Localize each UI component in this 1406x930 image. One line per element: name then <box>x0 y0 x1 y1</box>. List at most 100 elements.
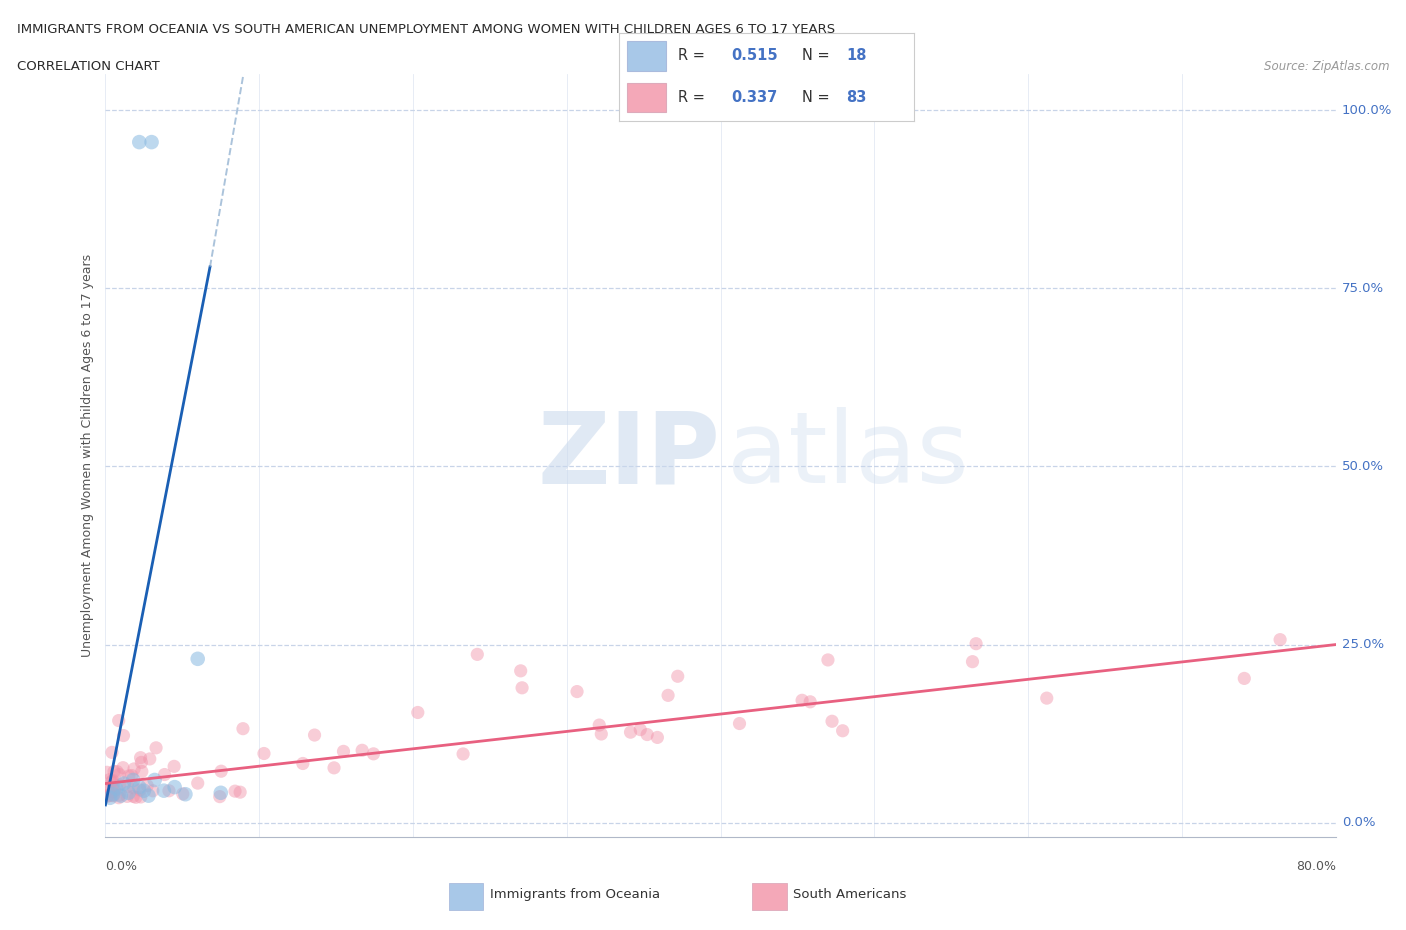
Point <box>209 764 232 778</box>
Point <box>98 790 121 805</box>
Y-axis label: Unemployment Among Women with Children Ages 6 to 17 years: Unemployment Among Women with Children A… <box>82 254 94 658</box>
Text: CORRELATION CHART: CORRELATION CHART <box>17 60 160 73</box>
Point <box>103 777 125 791</box>
Point <box>117 785 139 800</box>
Point <box>98 772 121 787</box>
Point <box>112 728 135 743</box>
Point <box>172 787 194 802</box>
Text: 75.0%: 75.0% <box>1341 282 1384 295</box>
Point <box>232 722 254 737</box>
Point <box>129 751 152 765</box>
Point <box>588 718 610 733</box>
Text: ZIP: ZIP <box>537 407 721 504</box>
Point <box>509 663 531 678</box>
Text: N =: N = <box>801 90 834 105</box>
Point <box>647 730 669 745</box>
Point <box>565 684 588 699</box>
Point <box>821 714 844 729</box>
Point <box>96 764 118 779</box>
Point <box>591 726 613 741</box>
Point <box>128 135 150 150</box>
Point <box>97 789 120 804</box>
Point <box>110 789 132 804</box>
Point <box>108 777 131 792</box>
Point <box>332 744 354 759</box>
Point <box>101 745 124 760</box>
Point <box>136 778 159 793</box>
Point <box>187 776 209 790</box>
Point <box>1233 671 1256 685</box>
Text: N =: N = <box>801 48 834 63</box>
Point <box>122 780 145 795</box>
Point <box>97 783 120 798</box>
Point <box>291 756 314 771</box>
Point <box>103 764 125 779</box>
Point <box>510 681 533 696</box>
Point <box>96 788 118 803</box>
Point <box>105 781 128 796</box>
Point <box>451 747 474 762</box>
Point <box>163 759 186 774</box>
Point <box>122 762 145 777</box>
Point <box>962 654 984 669</box>
Point <box>163 779 186 794</box>
Point <box>145 740 167 755</box>
Point <box>174 787 197 802</box>
Point <box>104 782 127 797</box>
Point <box>304 727 326 742</box>
Point <box>157 783 180 798</box>
Point <box>101 787 124 802</box>
Point <box>465 647 488 662</box>
Point <box>111 760 134 775</box>
Text: 83: 83 <box>846 90 866 105</box>
Point <box>139 751 162 766</box>
Point <box>138 789 160 804</box>
Point <box>131 755 153 770</box>
Point <box>118 768 141 783</box>
Point <box>406 705 429 720</box>
Point <box>141 135 163 150</box>
Point <box>96 781 118 796</box>
Point <box>122 789 145 804</box>
Point <box>790 693 813 708</box>
Text: 100.0%: 100.0% <box>1341 103 1392 116</box>
Bar <box>752 883 786 910</box>
Text: 0.337: 0.337 <box>731 90 778 105</box>
Text: R =: R = <box>678 90 709 105</box>
Point <box>666 669 689 684</box>
Point <box>965 636 987 651</box>
Text: South Americans: South Americans <box>793 888 905 901</box>
Point <box>187 651 209 666</box>
Text: R =: R = <box>678 48 709 63</box>
Point <box>1035 691 1057 706</box>
Point <box>1268 632 1291 647</box>
Point <box>107 713 129 728</box>
Point <box>132 783 155 798</box>
Point <box>628 723 651 737</box>
Point <box>636 727 658 742</box>
Text: 18: 18 <box>846 48 866 63</box>
Point <box>103 789 125 804</box>
Point <box>352 743 374 758</box>
Point <box>363 747 385 762</box>
Point <box>131 764 153 779</box>
Text: IMMIGRANTS FROM OCEANIA VS SOUTH AMERICAN UNEMPLOYMENT AMONG WOMEN WITH CHILDREN: IMMIGRANTS FROM OCEANIA VS SOUTH AMERICA… <box>17 23 835 36</box>
Point <box>619 724 641 739</box>
Point <box>831 724 853 738</box>
Text: 0.0%: 0.0% <box>1341 817 1375 830</box>
Point <box>153 767 176 782</box>
Point <box>101 773 124 788</box>
Point <box>122 773 145 788</box>
Bar <box>450 883 484 910</box>
Point <box>657 688 679 703</box>
Point <box>799 695 821 710</box>
Point <box>142 783 165 798</box>
Point <box>108 767 131 782</box>
Text: 80.0%: 80.0% <box>1296 859 1336 872</box>
Text: atlas: atlas <box>727 407 969 504</box>
Point <box>128 779 150 794</box>
Point <box>105 764 128 779</box>
Point <box>100 788 122 803</box>
Text: Source: ZipAtlas.com: Source: ZipAtlas.com <box>1264 60 1389 73</box>
Point <box>101 774 124 789</box>
